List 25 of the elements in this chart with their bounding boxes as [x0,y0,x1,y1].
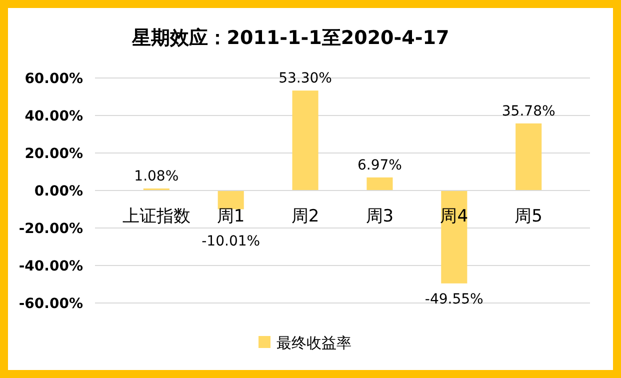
x-tick-label: 周1 [216,206,245,226]
bar [218,190,244,210]
bar [292,90,318,190]
x-tick-label: 上证指数 [122,206,190,226]
y-tick-label: 0.00% [34,184,83,200]
x-tick-label: 周2 [291,206,320,226]
y-tick-label: -40.00% [18,258,83,274]
data-label: -49.55% [424,291,484,308]
data-label: 53.30% [278,70,332,87]
x-tick-label: 周5 [514,206,543,226]
y-tick-label: 40.00% [24,108,83,124]
legend-label: 最终收益率 [276,334,352,352]
y-tick-label: 60.00% [24,71,83,87]
data-label: 1.08% [134,168,179,184]
bar [441,190,468,284]
bar [366,177,393,190]
y-tick-label: 20.00% [24,146,83,162]
y-tick-label: -60.00% [18,296,83,312]
data-label: 6.97% [357,157,402,174]
data-label: -10.01% [202,234,260,250]
chart-title: 星期效应：2011-1-1至2020-4-17 [130,27,450,49]
y-tick-label: -20.00% [18,221,83,237]
x-tick-label: 周3 [366,206,394,226]
bar [516,123,542,190]
data-label: 35.78% [502,103,556,120]
